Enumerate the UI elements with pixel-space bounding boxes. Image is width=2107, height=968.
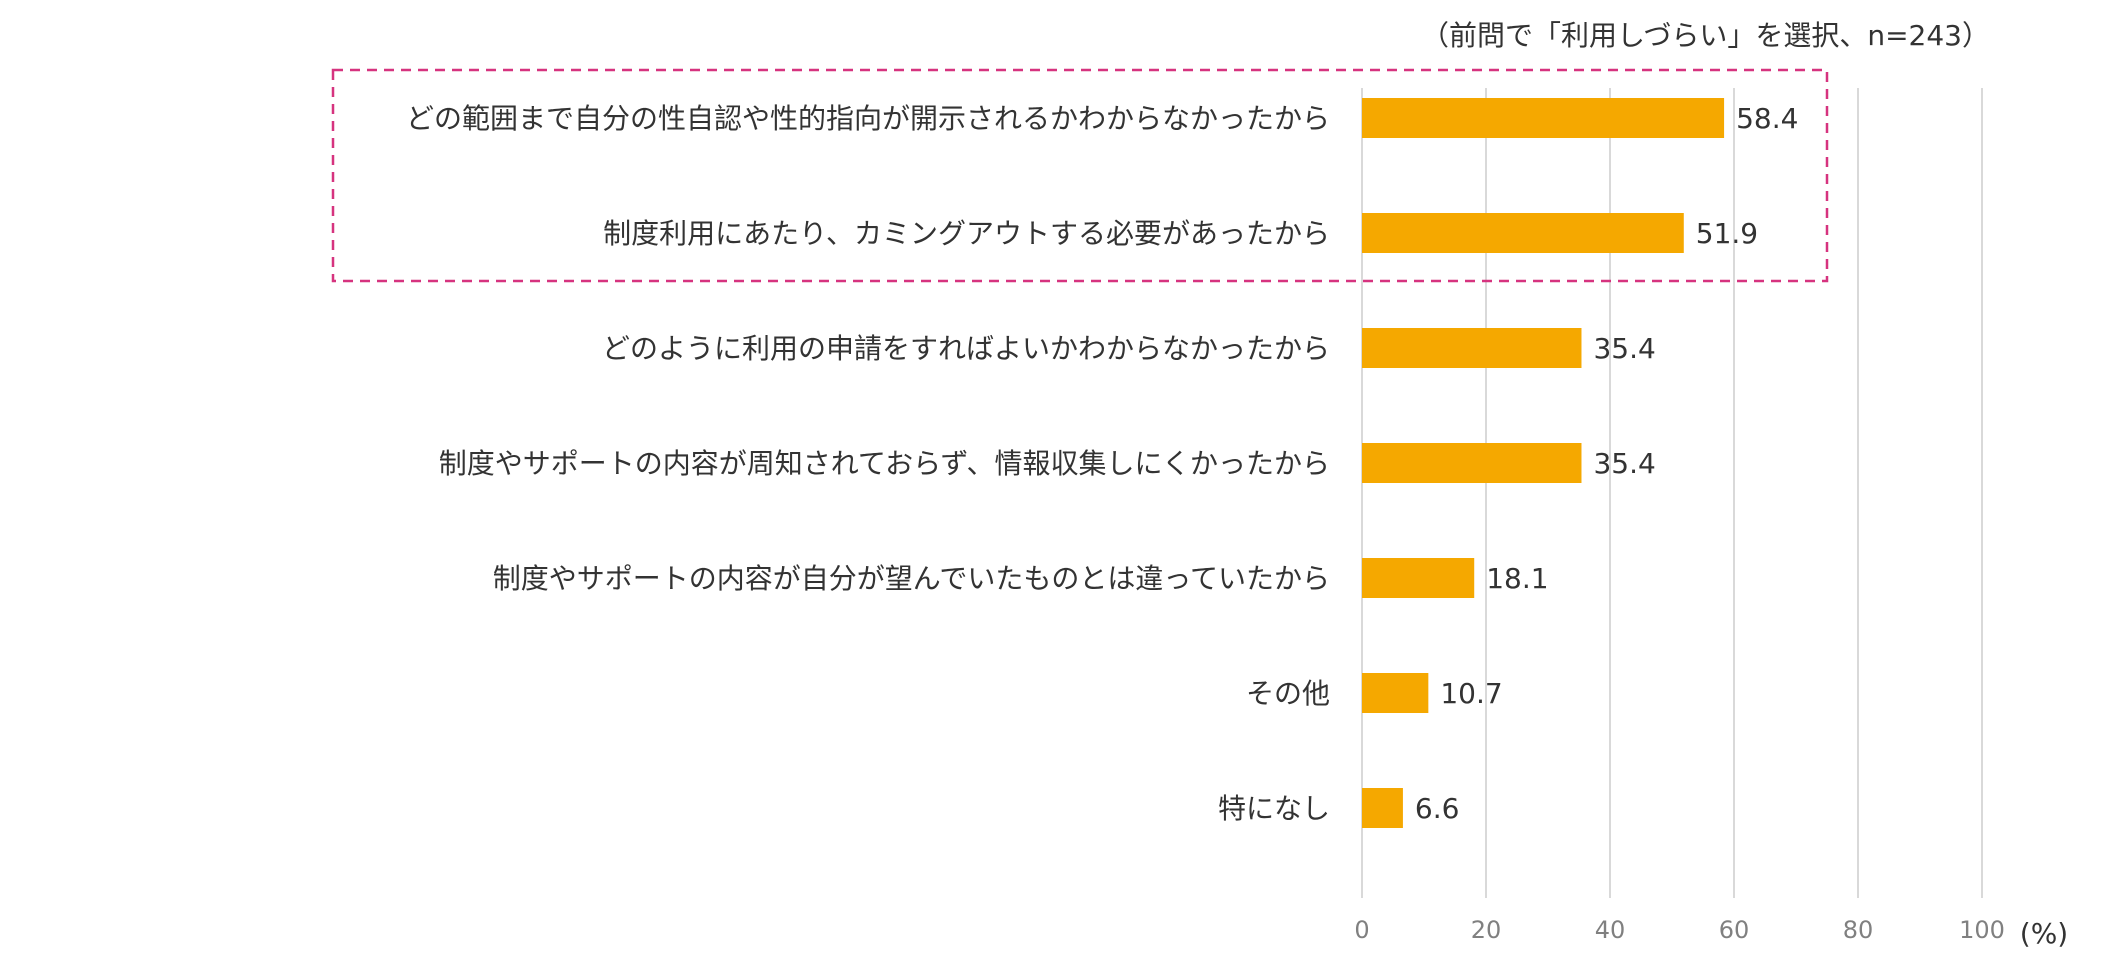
x-tick-label: 60	[1719, 916, 1750, 944]
bars	[1362, 98, 1725, 828]
highlight-box	[331, 68, 1829, 283]
bar	[1362, 673, 1429, 713]
x-tick-label: 20	[1471, 916, 1502, 944]
category-label: 制度利用にあたり、カミングアウトする必要があったから	[603, 217, 1330, 250]
value-label: 35.4	[1593, 332, 1655, 365]
value-labels: 58.4 51.9 35.4 35.4 18.1 10.7 6.6	[1415, 102, 1799, 825]
value-label: 35.4	[1593, 447, 1655, 480]
bar	[1362, 558, 1475, 598]
x-tick-label: 100	[1959, 916, 2005, 944]
category-label: どの範囲まで自分の性自認や性的指向が開示されるかわからなかったから	[406, 102, 1330, 135]
category-label: 制度やサポートの内容が周知されておらず、情報収集しにくかったから	[439, 447, 1330, 480]
x-tick-label: 40	[1595, 916, 1626, 944]
bar	[1362, 328, 1582, 368]
gridlines	[1361, 88, 1983, 898]
unit-label: (%)	[2020, 917, 2068, 950]
x-tick-label: 0	[1354, 916, 1369, 944]
bar	[1362, 443, 1582, 483]
highlight-group	[331, 68, 1829, 283]
bar	[1362, 213, 1684, 253]
category-label: その他	[1246, 677, 1330, 710]
bar	[1362, 788, 1403, 828]
value-label: 51.9	[1696, 217, 1758, 250]
x-tick-label: 80	[1843, 916, 1874, 944]
value-label: 10.7	[1440, 677, 1502, 710]
chart-note: （前問で「利用しづらい」を選択、n=243）	[1421, 19, 1990, 52]
category-labels: どの範囲まで自分の性自認や性的指向が開示されるかわからなかったから制度利用にあた…	[406, 102, 1330, 825]
value-label: 6.6	[1415, 792, 1460, 825]
x-tick-labels: 0 20 40 60 80 100	[1354, 916, 2005, 944]
value-label: 18.1	[1486, 562, 1548, 595]
category-label: 制度やサポートの内容が自分が望んでいたものとは違っていたから	[493, 562, 1330, 595]
bar	[1362, 98, 1725, 138]
category-label: 特になし	[1218, 792, 1330, 825]
value-label: 58.4	[1736, 102, 1798, 135]
category-label: どのように利用の申請をすればよいかわからなかったから	[602, 332, 1330, 365]
